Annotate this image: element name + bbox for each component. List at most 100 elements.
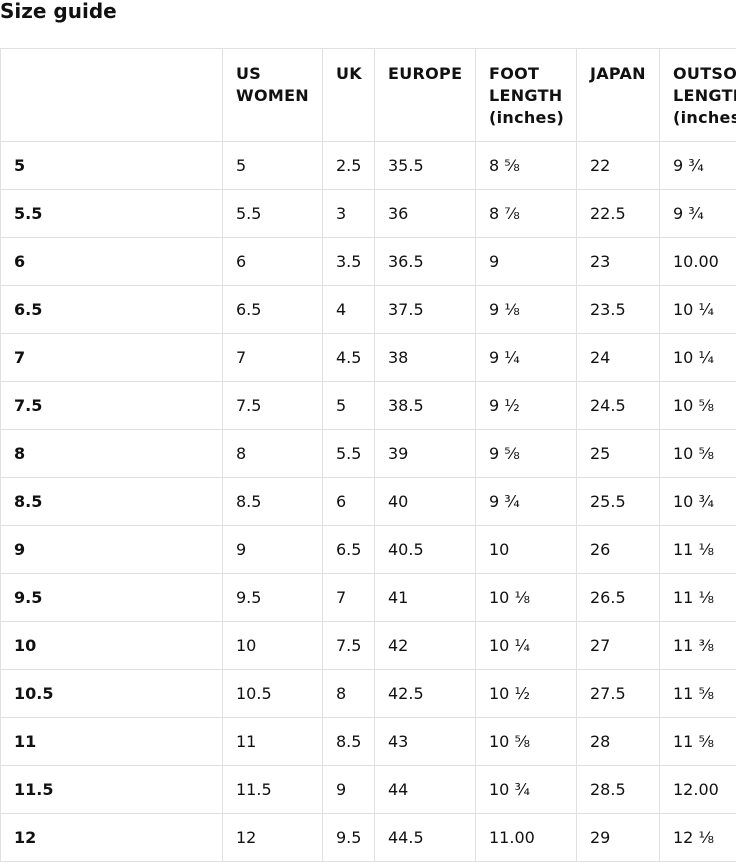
table-cell: 26.5 [576,573,660,622]
table-cell: 6.5 [222,285,323,334]
table-cell: 9 ¾ [475,477,577,526]
table-row: 12 12 9.5 44.5 11.00 29 12 ⅛ [0,813,736,862]
table-cell: 40 [374,477,476,526]
row-label: 6.5 [0,285,223,334]
table-cell: 22 [576,141,660,190]
table-cell: 9 ⅛ [475,285,577,334]
table-cell: 10 ¾ [475,765,577,814]
table-row: 6.5 6.5 4 37.5 9 ⅛ 23.5 10 ¼ [0,285,736,334]
table-cell: 2.5 [322,141,375,190]
row-label: 9.5 [0,573,223,622]
table-cell: 5.5 [222,189,323,238]
table-cell: 27.5 [576,669,660,718]
table-cell: 28.5 [576,765,660,814]
row-label: 6 [0,237,223,286]
row-label: 5.5 [0,189,223,238]
table-cell: 12.00 [659,765,736,814]
table-cell: 9 ¾ [659,141,736,190]
row-label: 9 [0,525,223,574]
table-row: 7 7 4.5 38 9 ¼ 24 10 ¼ [0,333,736,382]
header-cell: FOOT LENGTH (inches) [475,48,577,142]
row-label: 7 [0,333,223,382]
table-cell: 25 [576,429,660,478]
table-cell: 11.5 [222,765,323,814]
table-cell: 9 ½ [475,381,577,430]
table-cell: 23 [576,237,660,286]
table-row: 5 5 2.5 35.5 8 ⅝ 22 9 ¾ [0,141,736,190]
table-cell: 8 ⅝ [475,141,577,190]
row-label: 5 [0,141,223,190]
table-cell: 29 [576,813,660,862]
table-cell: 24 [576,333,660,382]
table-cell: 44 [374,765,476,814]
table-row: 11.5 11.5 9 44 10 ¾ 28.5 12.00 [0,765,736,814]
table-cell: 11 ⅝ [659,717,736,766]
table-cell: 11 [222,717,323,766]
table-cell: 8.5 [322,717,375,766]
header-cell: UK [322,48,375,142]
row-label: 10 [0,621,223,670]
table-cell: 4 [322,285,375,334]
table-row: 6 6 3.5 36.5 9 23 10.00 [0,237,736,286]
table-cell: 10 ¼ [475,621,577,670]
table-cell: 10.5 [222,669,323,718]
table-cell: 24.5 [576,381,660,430]
row-label: 11.5 [0,765,223,814]
page-title: Size guide [0,0,117,23]
row-label: 11 [0,717,223,766]
table-cell: 7 [222,333,323,382]
table-cell: 10 [222,621,323,670]
table-cell: 39 [374,429,476,478]
table-cell: 36.5 [374,237,476,286]
table-cell: 5 [322,381,375,430]
table-cell: 37.5 [374,285,476,334]
table-cell: 10 [475,525,577,574]
table-cell: 42.5 [374,669,476,718]
table-cell: 9 ¾ [659,189,736,238]
table-cell: 9 [222,525,323,574]
table-cell: 10 ¼ [659,285,736,334]
table-cell: 7.5 [322,621,375,670]
table-row: 10 10 7.5 42 10 ¼ 27 11 ⅜ [0,621,736,670]
table-cell: 3.5 [322,237,375,286]
table-cell: 11 ⅛ [659,525,736,574]
table-body: 5 5 2.5 35.5 8 ⅝ 22 9 ¾ 5.5 5.5 3 36 8 ⅞ 22.5 9 ¾ 6 6 3.… [0,141,736,862]
table-cell: 10 ¼ [659,333,736,382]
row-label: 8.5 [0,477,223,526]
table-cell: 10.00 [659,237,736,286]
size-table: US WOMEN UK EUROPE FOOT LENGTH (inches) JAPA… [0,48,736,862]
table-row: 8.5 8.5 6 40 9 ¾ 25.5 10 ¾ [0,477,736,526]
table-row: 10.5 10.5 8 42.5 10 ½ 27.5 11 ⅝ [0,669,736,718]
table-cell: 11 ⅝ [659,669,736,718]
table-cell: 10 ¾ [659,477,736,526]
table-cell: 11 ⅛ [659,573,736,622]
header-cell: JAPAN [576,48,660,142]
table-cell: 6.5 [322,525,375,574]
table-cell: 40.5 [374,525,476,574]
table-cell: 35.5 [374,141,476,190]
table-cell: 9 [475,237,577,286]
table-row: 11 11 8.5 43 10 ⅝ 28 11 ⅝ [0,717,736,766]
table-row: 9.5 9.5 7 41 10 ⅛ 26.5 11 ⅛ [0,573,736,622]
table-cell: 5.5 [322,429,375,478]
header-cell: US WOMEN [222,48,323,142]
table-cell: 22.5 [576,189,660,238]
table-cell: 36 [374,189,476,238]
header-row: US WOMEN UK EUROPE FOOT LENGTH (inches) JAPA… [0,48,736,142]
row-label: 12 [0,813,223,862]
table-cell: 7.5 [222,381,323,430]
table-cell: 8 [222,429,323,478]
table-cell: 44.5 [374,813,476,862]
table-cell: 23.5 [576,285,660,334]
table-cell: 42 [374,621,476,670]
table-cell: 9.5 [222,573,323,622]
table-cell: 38 [374,333,476,382]
table-row: 9 9 6.5 40.5 10 26 11 ⅛ [0,525,736,574]
table-cell: 43 [374,717,476,766]
table-cell: 25.5 [576,477,660,526]
table-cell: 12 ⅛ [659,813,736,862]
table-container: US WOMEN UK EUROPE FOOT LENGTH (inches) JAPA… [0,48,736,866]
table-cell: 9 ¼ [475,333,577,382]
table-row: 8 8 5.5 39 9 ⅝ 25 10 ⅝ [0,429,736,478]
